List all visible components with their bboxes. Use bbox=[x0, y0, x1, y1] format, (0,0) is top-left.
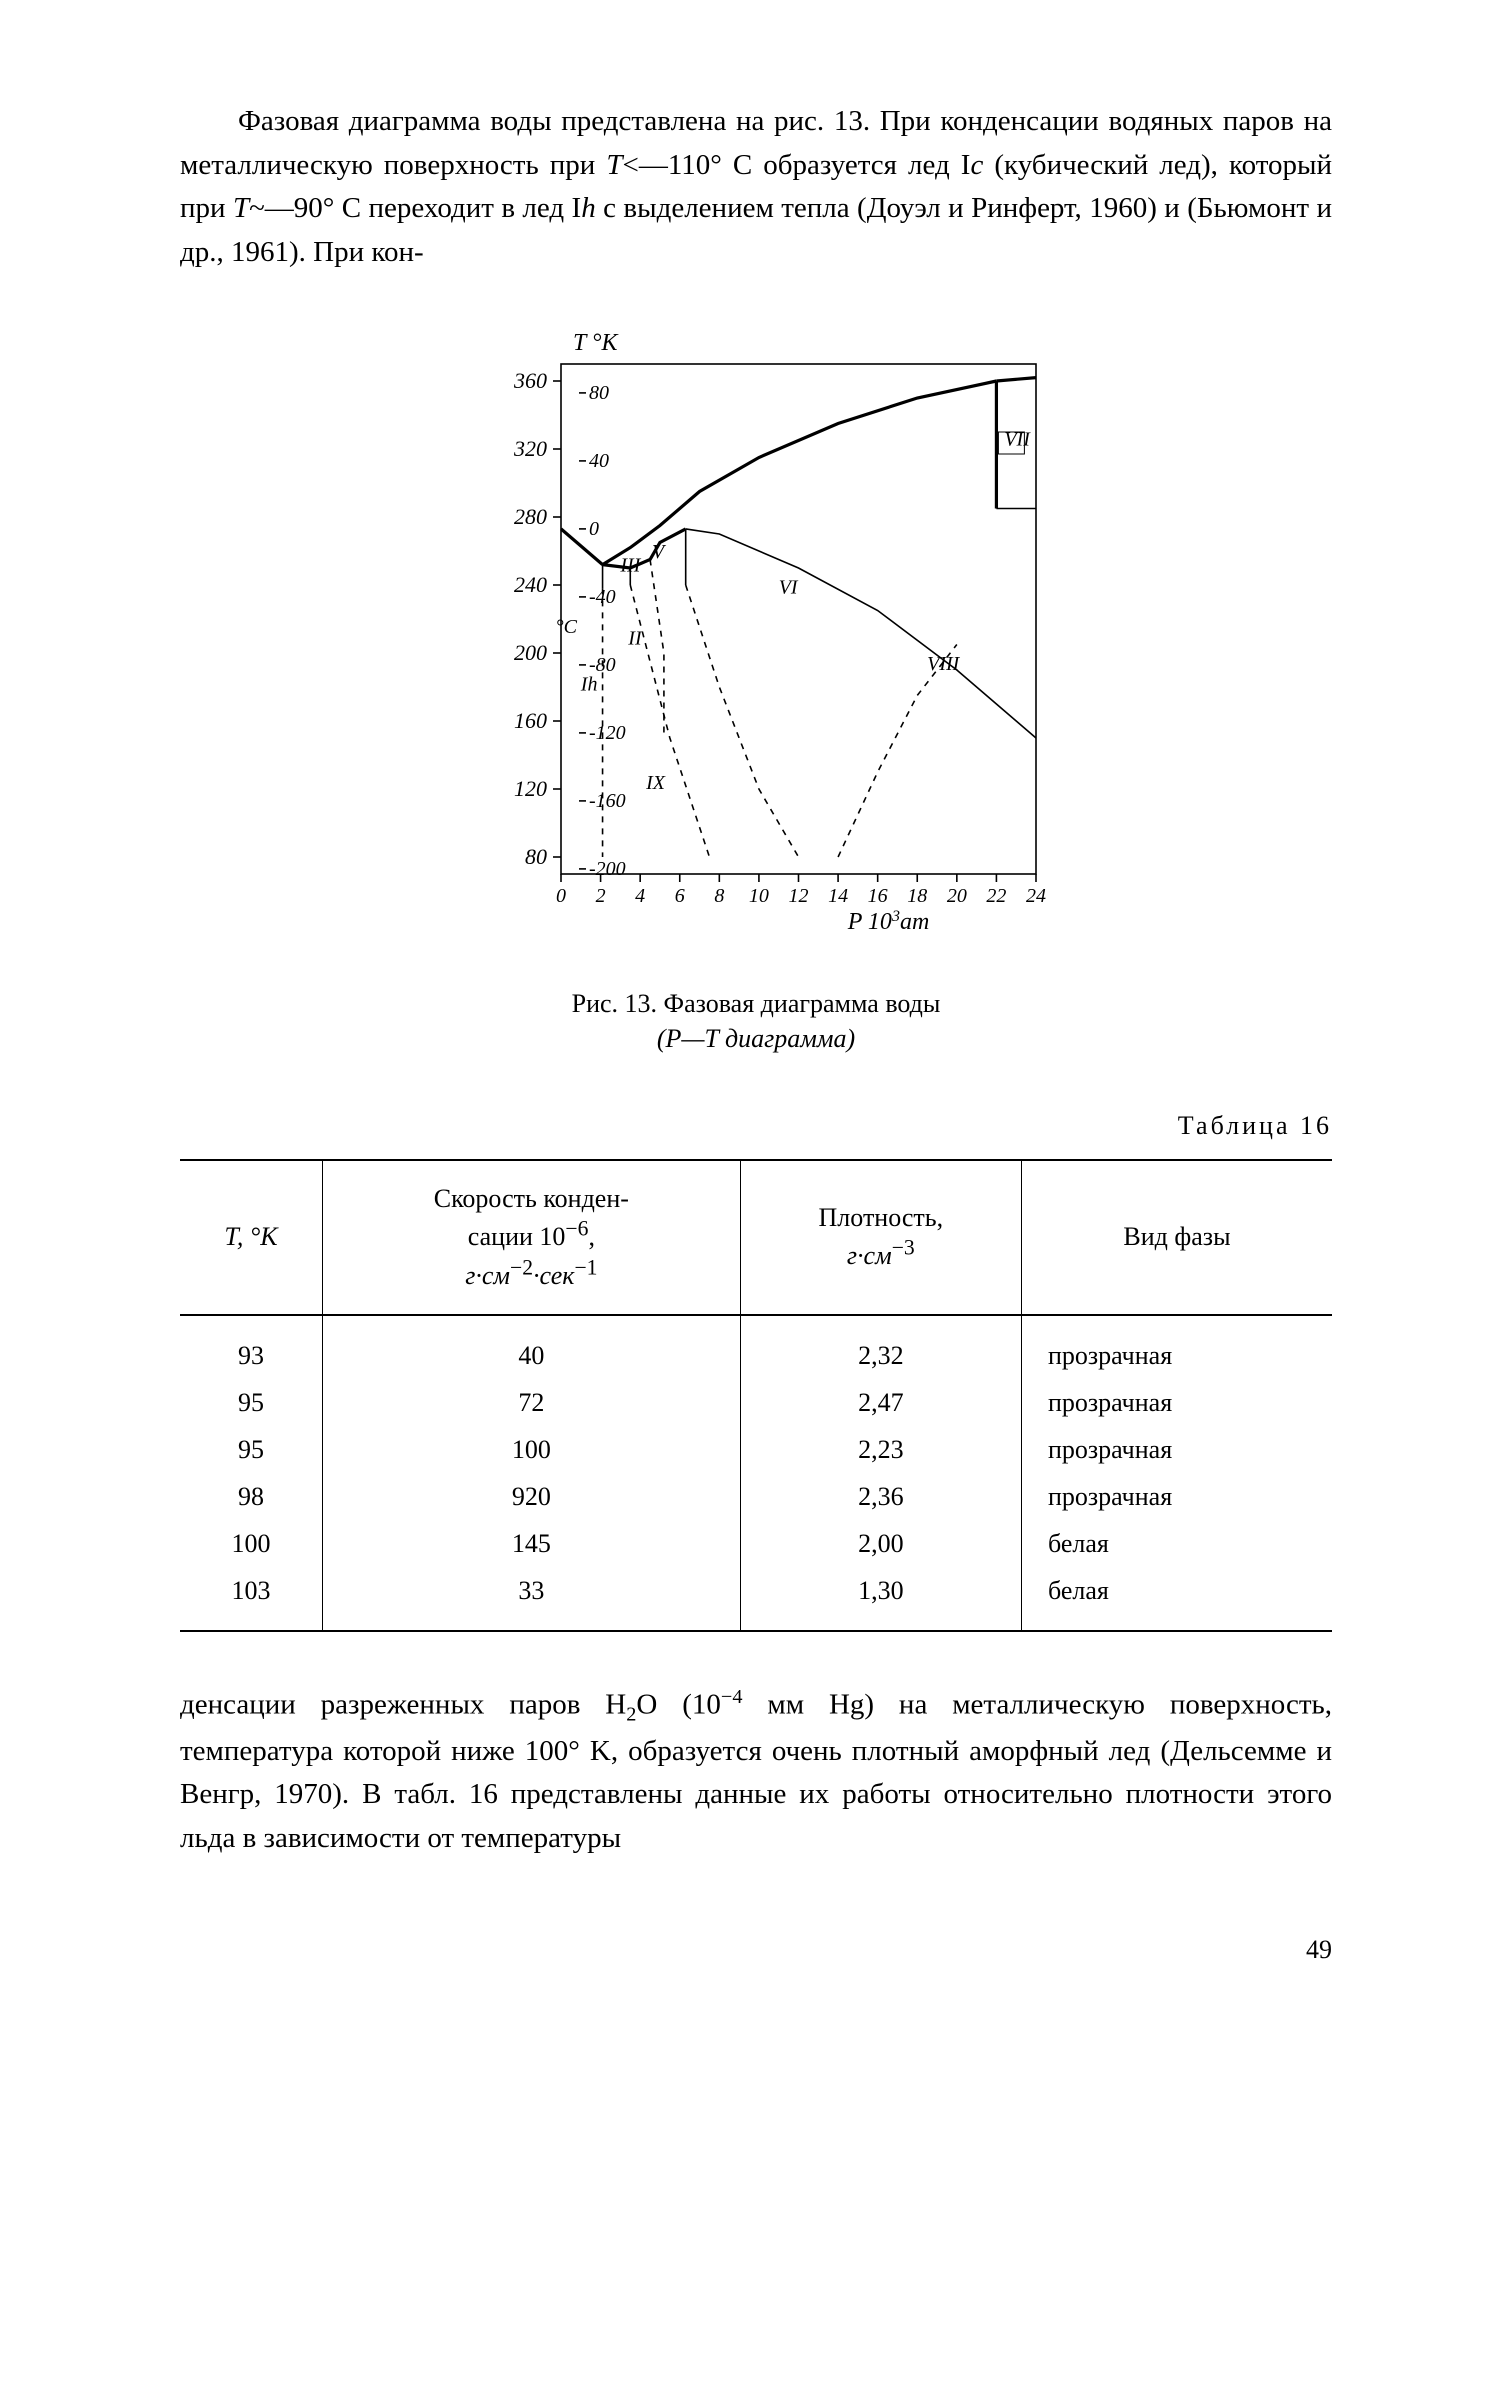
table-cell: 2,00 bbox=[740, 1520, 1021, 1567]
table-cell: 2,36 bbox=[740, 1473, 1021, 1520]
svg-text:-120: -120 bbox=[589, 722, 626, 744]
p1-g: ~—90° С переходит в лед I bbox=[249, 192, 581, 224]
table-row: 1001452,00белая bbox=[180, 1520, 1332, 1567]
p2-b: 2 bbox=[626, 1703, 636, 1725]
svg-text:6: 6 bbox=[675, 885, 685, 907]
paragraph-1: Фазовая диаграмма воды представлена на р… bbox=[180, 100, 1332, 274]
page-number: 49 bbox=[180, 1930, 1332, 1969]
svg-text:P 103ат: P 103ат bbox=[847, 908, 930, 935]
svg-text:240: 240 bbox=[514, 572, 547, 597]
table-cell: 2,47 bbox=[740, 1379, 1021, 1426]
svg-text:18: 18 bbox=[907, 885, 927, 907]
p1-f: T bbox=[233, 192, 249, 224]
svg-text:80: 80 bbox=[525, 844, 547, 869]
col-temperature: T, °K bbox=[180, 1160, 323, 1315]
col-density: Плотность,г·см−3 bbox=[740, 1160, 1021, 1315]
p1-h: h bbox=[581, 192, 596, 224]
col0-text: T, °K bbox=[224, 1222, 277, 1251]
figure-13: 80120160200240280320360T °K-200-160-120-… bbox=[446, 314, 1066, 962]
caption-line2: (P—T диаграмма) bbox=[657, 1024, 855, 1053]
svg-text:°C: °C bbox=[556, 616, 578, 638]
table-cell: прозрачная bbox=[1021, 1473, 1332, 1520]
table-cell: прозрачная bbox=[1021, 1426, 1332, 1473]
table-cell: белая bbox=[1021, 1520, 1332, 1567]
table-cell: прозрачная bbox=[1021, 1315, 1332, 1379]
svg-text:T °K: T °K bbox=[573, 330, 620, 356]
svg-text:0: 0 bbox=[556, 885, 566, 907]
p2-d: −4 bbox=[721, 1686, 743, 1708]
svg-text:24: 24 bbox=[1026, 885, 1046, 907]
p2-c: O (10 bbox=[636, 1689, 721, 1721]
table-16: T, °K Скорость конден-сации 10−6,г·см−2·… bbox=[180, 1159, 1332, 1632]
svg-text:VIII: VIII bbox=[927, 653, 961, 675]
table-row: 93402,32прозрачная bbox=[180, 1315, 1332, 1379]
svg-text:40: 40 bbox=[589, 450, 609, 472]
svg-text:360: 360 bbox=[513, 368, 547, 393]
svg-text:8: 8 bbox=[714, 885, 724, 907]
svg-text:IX: IX bbox=[645, 772, 666, 794]
svg-text:2: 2 bbox=[596, 885, 606, 907]
table-cell: прозрачная bbox=[1021, 1379, 1332, 1426]
paragraph-2: денсации разреженных паров H2O (10−4 мм … bbox=[180, 1682, 1332, 1860]
svg-text:80: 80 bbox=[589, 382, 609, 404]
table-row: 103331,30белая bbox=[180, 1567, 1332, 1631]
table-cell: 40 bbox=[323, 1315, 741, 1379]
p1-b: T bbox=[606, 149, 622, 181]
svg-text:10: 10 bbox=[749, 885, 769, 907]
table-row: 95722,47прозрачная bbox=[180, 1379, 1332, 1426]
svg-text:VI: VI bbox=[779, 577, 799, 599]
svg-text:16: 16 bbox=[868, 885, 888, 907]
svg-text:280: 280 bbox=[514, 504, 547, 529]
col-cond-rate: Скорость конден-сации 10−6,г·см−2·сек−1 bbox=[323, 1160, 741, 1315]
table-cell: 100 bbox=[323, 1426, 741, 1473]
svg-text:V: V bbox=[652, 541, 667, 563]
svg-text:0: 0 bbox=[589, 518, 599, 540]
table-cell: 100 bbox=[180, 1520, 323, 1567]
table-row: 989202,36прозрачная bbox=[180, 1473, 1332, 1520]
svg-text:12: 12 bbox=[789, 885, 809, 907]
table-cell: 920 bbox=[323, 1473, 741, 1520]
p1-d: c bbox=[970, 149, 983, 181]
table-cell: 1,30 bbox=[740, 1567, 1021, 1631]
svg-text:Ih: Ih bbox=[580, 673, 598, 695]
table-cell: 33 bbox=[323, 1567, 741, 1631]
svg-text:22: 22 bbox=[986, 885, 1006, 907]
col1-line1: Скорость конден-сации 10−6,г·см−2·сек−1 bbox=[434, 1184, 629, 1289]
p1-c: <—110° С образуется лед I bbox=[622, 149, 970, 181]
svg-text:14: 14 bbox=[828, 885, 848, 907]
table-cell: 93 bbox=[180, 1315, 323, 1379]
svg-text:120: 120 bbox=[514, 776, 547, 801]
caption-line1: Рис. 13. Фазовая диаграмма воды bbox=[572, 989, 941, 1018]
svg-text:160: 160 bbox=[514, 708, 547, 733]
svg-text:-200: -200 bbox=[589, 858, 626, 880]
table-cell: 98 bbox=[180, 1473, 323, 1520]
table-cell: белая bbox=[1021, 1567, 1332, 1631]
table-row: 951002,23прозрачная bbox=[180, 1426, 1332, 1473]
phase-diagram-svg: 80120160200240280320360T °K-200-160-120-… bbox=[446, 314, 1066, 954]
table-cell: 145 bbox=[323, 1520, 741, 1567]
svg-text:-160: -160 bbox=[589, 790, 626, 812]
svg-text:4: 4 bbox=[635, 885, 645, 907]
table-header-row: T, °K Скорость конден-сации 10−6,г·см−2·… bbox=[180, 1160, 1332, 1315]
p2-a: денсации разреженных паров H bbox=[180, 1689, 626, 1721]
table-16-label: Таблица 16 bbox=[180, 1106, 1332, 1145]
col-phase: Вид фазы bbox=[1021, 1160, 1332, 1315]
table-cell: 2,23 bbox=[740, 1426, 1021, 1473]
svg-text:II: II bbox=[627, 628, 643, 650]
svg-text:320: 320 bbox=[513, 436, 547, 461]
table-cell: 103 bbox=[180, 1567, 323, 1631]
table-cell: 95 bbox=[180, 1379, 323, 1426]
svg-text:200: 200 bbox=[514, 640, 547, 665]
table-cell: 2,32 bbox=[740, 1315, 1021, 1379]
svg-text:20: 20 bbox=[947, 885, 967, 907]
table-cell: 95 bbox=[180, 1426, 323, 1473]
svg-text:III: III bbox=[619, 554, 641, 576]
table-cell: 72 bbox=[323, 1379, 741, 1426]
figure-13-caption: Рис. 13. Фазовая диаграмма воды (P—T диа… bbox=[446, 986, 1066, 1056]
col2-text: Плотность,г·см−3 bbox=[819, 1203, 944, 1270]
